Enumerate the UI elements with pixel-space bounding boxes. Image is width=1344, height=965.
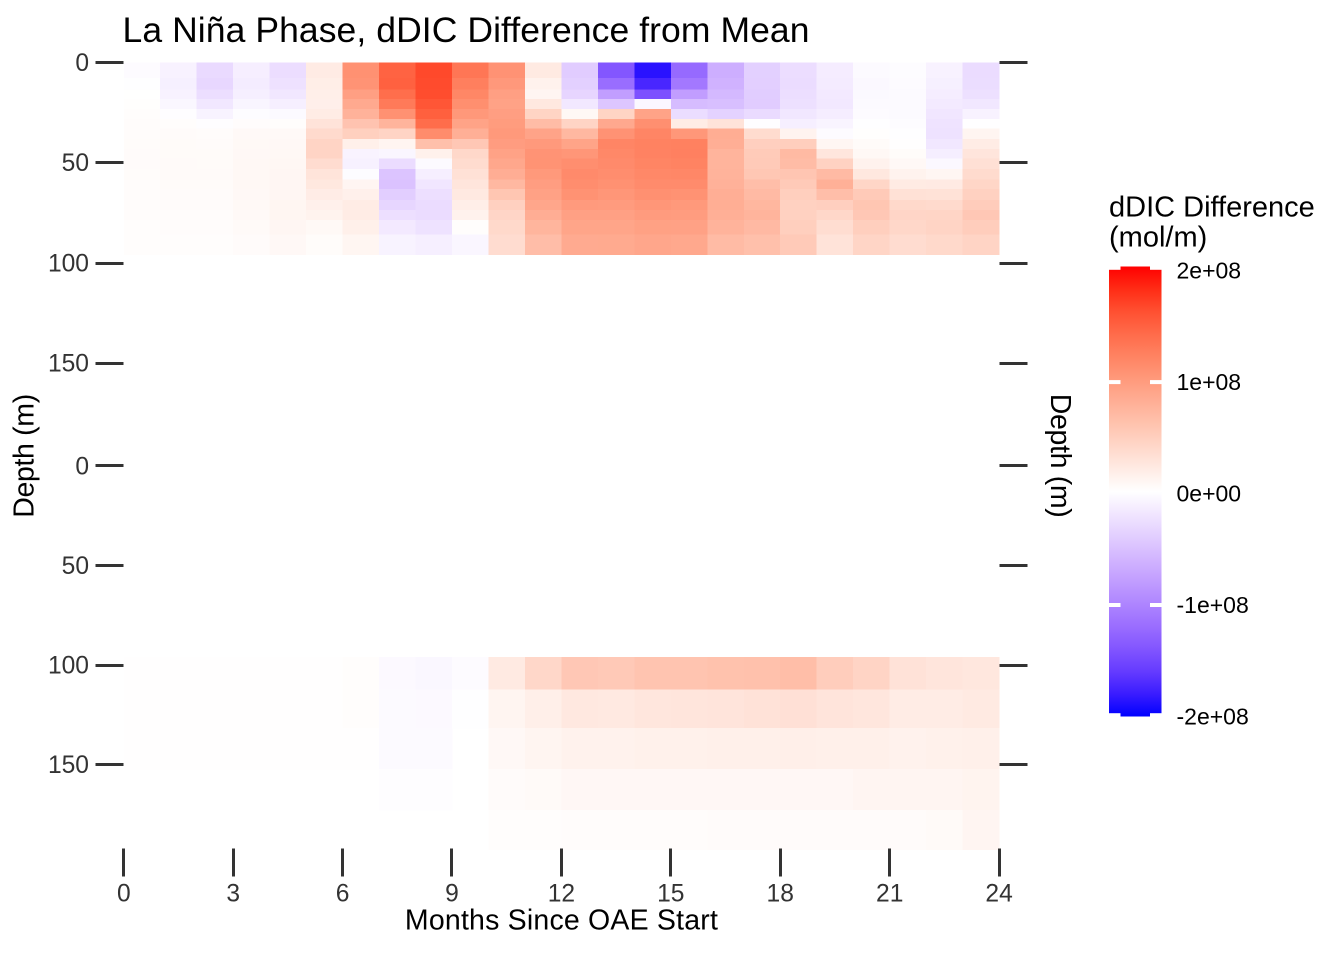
- svg-text:0e+00: 0e+00: [1177, 481, 1242, 507]
- svg-text:9: 9: [445, 881, 459, 908]
- svg-text:50: 50: [62, 553, 89, 580]
- svg-text:150: 150: [48, 350, 89, 377]
- svg-text:dDIC Difference: dDIC Difference: [1109, 192, 1315, 224]
- svg-text:12: 12: [548, 881, 575, 908]
- svg-text:15: 15: [657, 881, 684, 908]
- svg-text:Months Since OAE Start: Months Since OAE Start: [405, 905, 718, 937]
- svg-text:0: 0: [117, 881, 131, 908]
- svg-text:21: 21: [876, 881, 903, 908]
- svg-text:La Niña Phase, dDIC Difference: La Niña Phase, dDIC Difference from Mean: [123, 10, 810, 50]
- svg-text:18: 18: [767, 881, 794, 908]
- svg-text:3: 3: [226, 881, 240, 908]
- svg-text:-1e+08: -1e+08: [1177, 592, 1249, 618]
- svg-text:100: 100: [48, 652, 89, 679]
- svg-text:150: 150: [48, 752, 89, 779]
- svg-text:2e+08: 2e+08: [1177, 258, 1242, 284]
- svg-text:(mol/m): (mol/m): [1109, 222, 1207, 254]
- svg-text:Depth (m): Depth (m): [9, 394, 41, 518]
- svg-text:50: 50: [62, 150, 89, 177]
- svg-text:6: 6: [336, 881, 350, 908]
- svg-text:24: 24: [985, 881, 1012, 908]
- svg-text:1e+08: 1e+08: [1177, 369, 1242, 395]
- svg-text:-2e+08: -2e+08: [1177, 703, 1249, 729]
- svg-text:0: 0: [75, 50, 89, 77]
- svg-text:Depth (m): Depth (m): [1044, 394, 1076, 518]
- svg-text:0: 0: [75, 453, 89, 480]
- svg-text:100: 100: [48, 250, 89, 277]
